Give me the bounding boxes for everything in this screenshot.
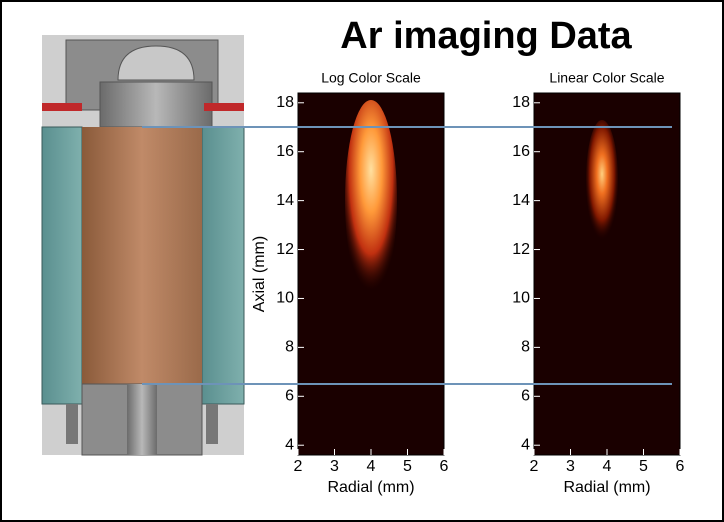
y-tick-label: 14 <box>276 192 294 209</box>
x-tick-label: 3 <box>566 458 575 475</box>
plot-title: Linear Color Scale <box>549 70 664 86</box>
x-tick-label: 5 <box>639 458 648 475</box>
slide-title: Ar imaging Data <box>340 15 632 57</box>
y-tick-label: 8 <box>285 339 294 356</box>
y-tick-label: 12 <box>512 241 530 258</box>
y-tick-label: 6 <box>285 388 294 405</box>
y-tick-label: 4 <box>521 436 530 453</box>
x-tick-label: 6 <box>676 458 685 475</box>
x-axis-label: Radial (mm) <box>563 479 650 496</box>
y-tick-label: 16 <box>512 143 530 160</box>
y-tick-label: 4 <box>285 436 294 453</box>
intensity-plume <box>345 100 397 300</box>
x-tick-label: 2 <box>530 458 539 475</box>
cad-drawing <box>41 35 245 456</box>
x-tick-label: 4 <box>367 458 376 475</box>
intensity-plume <box>586 120 618 240</box>
y-tick-label: 16 <box>276 143 294 160</box>
y-axis-label: Axial (mm) <box>251 236 268 312</box>
x-tick-label: 2 <box>294 458 303 475</box>
y-tick-label: 10 <box>276 290 294 307</box>
y-tick-label: 8 <box>521 339 530 356</box>
y-tick-label: 6 <box>521 388 530 405</box>
plot-title: Log Color Scale <box>321 70 421 86</box>
y-tick-label: 18 <box>512 94 530 111</box>
y-tick-label: 12 <box>276 241 294 258</box>
plots: Log Color Scale 2 3 4 5 6 4 6 8 10 12 14 16 18 Radial … <box>251 70 684 497</box>
y-tick-label: 10 <box>512 290 530 307</box>
x-tick-label: 6 <box>440 458 449 475</box>
y-tick-label: 14 <box>512 192 530 209</box>
x-tick-label: 4 <box>603 458 612 475</box>
y-tick-label: 18 <box>276 94 294 111</box>
x-tick-label: 5 <box>403 458 412 475</box>
x-axis-label: Radial (mm) <box>327 479 414 496</box>
x-tick-label: 3 <box>330 458 339 475</box>
